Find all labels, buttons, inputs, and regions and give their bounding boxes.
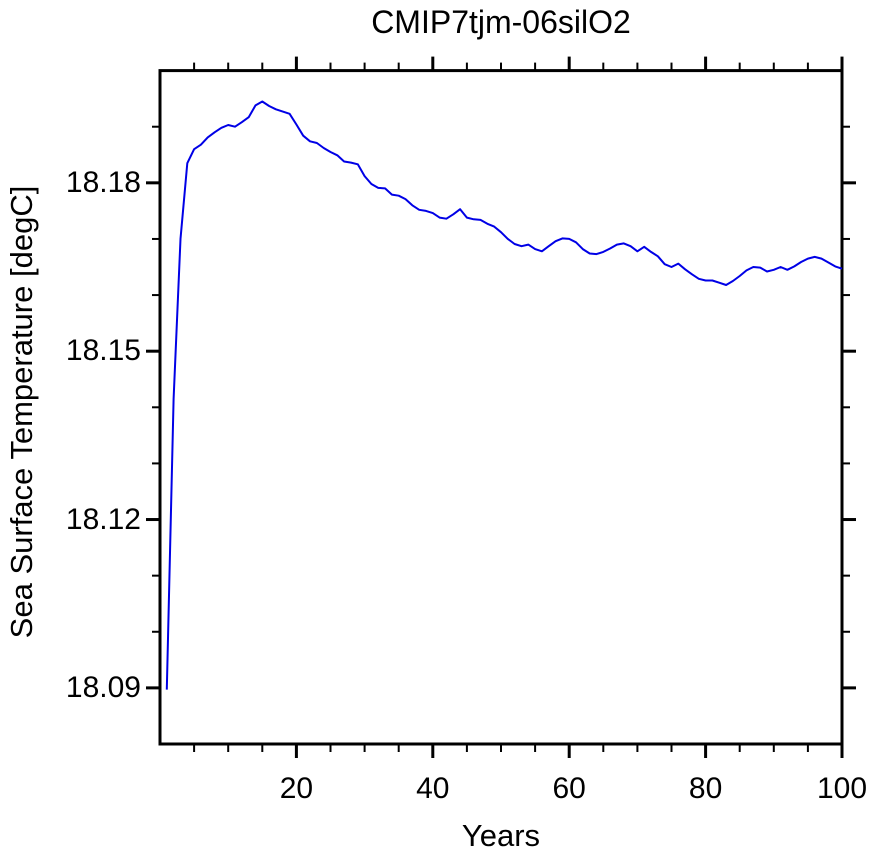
data-line-sst [165, 100, 843, 690]
x-tick-label-60: 60 [552, 772, 586, 805]
y-tick-label-18.12: 18.12 [65, 502, 141, 536]
x-axis-label: Years [461, 818, 541, 853]
y-tick-label-18.18: 18.18 [65, 165, 141, 199]
plot-frame [158, 69, 844, 746]
x-tick-label-80: 80 [688, 772, 723, 805]
y-axis-label: Sea Surface Temperature [degC] [4, 185, 39, 639]
x-tick-label-20: 20 [279, 772, 314, 805]
chart-title: CMIP7tjm-06silO2 [371, 4, 631, 40]
x-tick-label-100: 100 [816, 772, 868, 805]
y-tick-label-18.09: 18.09 [65, 670, 141, 704]
x-tick-label-40: 40 [416, 772, 450, 805]
y-tick-label-18.15: 18.15 [65, 334, 141, 368]
